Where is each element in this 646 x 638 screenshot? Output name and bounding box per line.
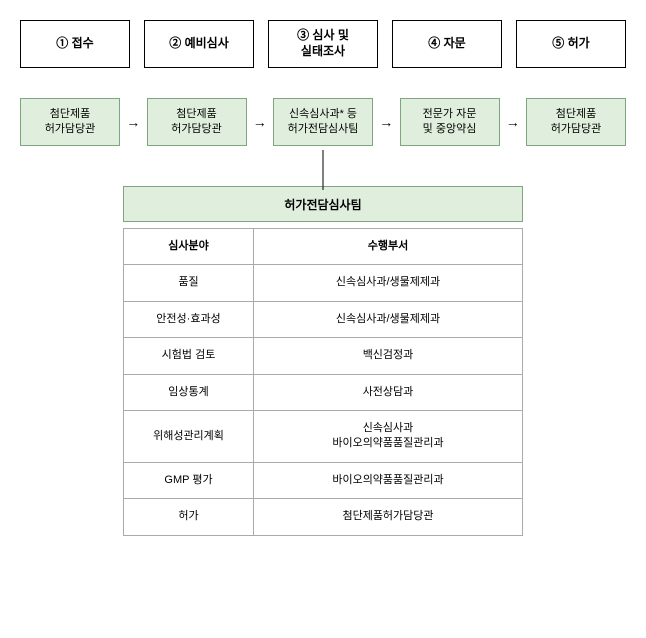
step-box-1: ① 접수 <box>20 20 130 68</box>
cell-dept: 신속심사과/생물제제과 <box>254 301 523 337</box>
cell-field: 안전성·효과성 <box>124 301 254 337</box>
table-row: 시험법 검토 백신검정과 <box>124 338 523 374</box>
cell-dept: 바이오의약품품질관리과 <box>254 462 523 498</box>
step-box-5: ⑤ 허가 <box>516 20 626 68</box>
cell-field: 임상통계 <box>124 374 254 410</box>
cell-dept: 첨단제품허가담당관 <box>254 499 523 535</box>
dept-box-3: 신속심사과* 등허가전담심사팀 <box>273 98 373 146</box>
departments-row: 첨단제품허가담당관 → 첨단제품허가담당관 → 신속심사과* 등허가전담심사팀 … <box>0 68 646 146</box>
cell-field: 허가 <box>124 499 254 535</box>
arrow-icon: → <box>251 114 269 130</box>
step-box-3: ③ 심사 및실태조사 <box>268 20 378 68</box>
cell-dept: 백신검정과 <box>254 338 523 374</box>
dept-box-4: 전문가 자문및 중앙약심 <box>400 98 500 146</box>
table-header-dept: 수행부서 <box>254 229 523 265</box>
cell-field: 품질 <box>124 265 254 301</box>
steps-row: ① 접수 ② 예비심사 ③ 심사 및실태조사 ④ 자문 ⑤ 허가 <box>0 0 646 68</box>
table-row: GMP 평가 바이오의약품품질관리과 <box>124 462 523 498</box>
cell-dept: 사전상담과 <box>254 374 523 410</box>
arrow-icon: → <box>124 114 142 130</box>
cell-field: GMP 평가 <box>124 462 254 498</box>
cell-field: 위해성관리계획 <box>124 410 254 462</box>
connector-line <box>323 150 324 190</box>
table-row: 위해성관리계획 신속심사과바이오의약품품질관리과 <box>124 410 523 462</box>
arrow-icon: → <box>377 114 395 130</box>
cell-dept: 신속심사과/생물제제과 <box>254 265 523 301</box>
step-box-4: ④ 자문 <box>392 20 502 68</box>
dept-box-5: 첨단제품허가담당관 <box>526 98 626 146</box>
step-box-2: ② 예비심사 <box>144 20 254 68</box>
table-row: 허가 첨단제품허가담당관 <box>124 499 523 535</box>
table-body: 품질 신속심사과/생물제제과 안전성·효과성 신속심사과/생물제제과 시험법 검… <box>124 265 523 535</box>
table-header-field: 심사분야 <box>124 229 254 265</box>
table-row: 임상통계 사전상담과 <box>124 374 523 410</box>
dept-box-1: 첨단제품허가담당관 <box>20 98 120 146</box>
table-row: 품질 신속심사과/생물제제과 <box>124 265 523 301</box>
cell-dept: 신속심사과바이오의약품품질관리과 <box>254 410 523 462</box>
cell-field: 시험법 검토 <box>124 338 254 374</box>
arrow-icon: → <box>504 114 522 130</box>
table-title: 허가전담심사팀 <box>123 186 523 222</box>
table-row: 안전성·효과성 신속심사과/생물제제과 <box>124 301 523 337</box>
review-table: 심사분야 수행부서 품질 신속심사과/생물제제과 안전성·효과성 신속심사과/생… <box>123 228 523 536</box>
review-team-table: 허가전담심사팀 심사분야 수행부서 품질 신속심사과/생물제제과 안전성·효과성… <box>123 186 523 536</box>
dept-box-2: 첨단제품허가담당관 <box>147 98 247 146</box>
